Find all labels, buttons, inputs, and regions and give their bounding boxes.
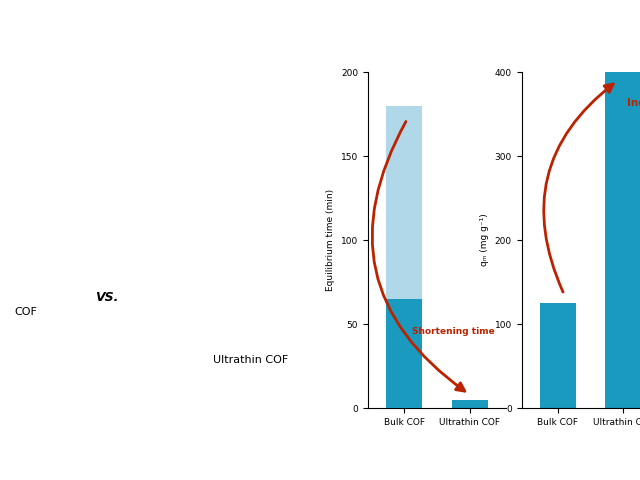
Y-axis label: Equilibrium time (min): Equilibrium time (min) [326, 189, 335, 291]
Bar [386, 299, 422, 408]
Bar [605, 55, 640, 408]
Text: Incre: Incre [627, 97, 640, 108]
Text: COF: COF [14, 307, 37, 317]
Bar [386, 106, 422, 408]
Text: VS.: VS. [95, 291, 118, 304]
Text: Shortening time: Shortening time [412, 327, 495, 336]
Bar [452, 399, 488, 408]
Bar [540, 303, 575, 408]
Text: Ultrathin COF: Ultrathin COF [212, 355, 288, 365]
Text: NEW: NEW [173, 214, 268, 247]
Y-axis label: qₘ (mg g⁻¹): qₘ (mg g⁻¹) [480, 214, 489, 266]
